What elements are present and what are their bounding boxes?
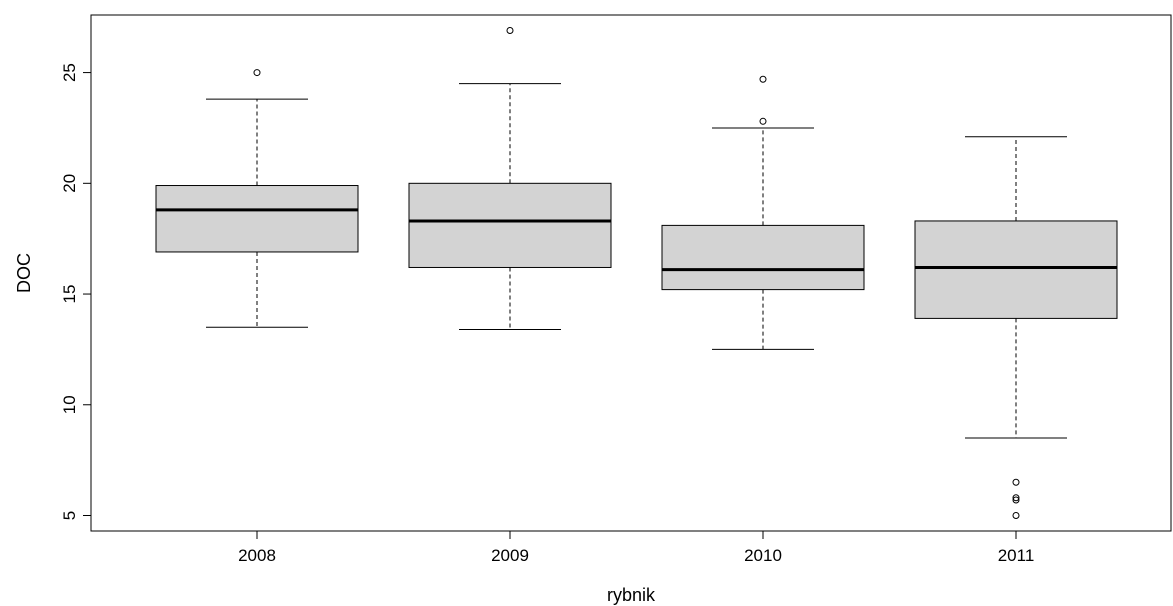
outlier-point [759,117,767,125]
box-2010 [661,75,865,350]
y-tick-label: 5 [60,511,79,520]
iqr-box [408,182,612,268]
outlier-point [1012,496,1020,504]
y-tick-label: 25 [60,63,79,82]
outlier-point [253,69,261,77]
outlier-point [506,27,514,35]
y-tick-label: 10 [60,395,79,414]
outlier-point [1012,494,1020,502]
iqr-box [661,224,865,291]
x-tick-label: 2009 [491,546,529,565]
x-tick-label: 2011 [998,546,1035,565]
y-tick-label: 20 [60,174,79,193]
iqr-box [914,220,1118,319]
outlier-point [759,75,767,83]
outlier-point [1012,478,1020,486]
x-axis: 2008 2009 2010 2011 [238,530,1035,565]
x-tick-label: 2008 [238,546,276,565]
x-tick-label: 2010 [744,546,782,565]
box-2011 [914,136,1118,519]
box-2009 [408,27,612,330]
iqr-box [155,185,359,253]
box-2008 [155,69,359,328]
boxes-layer [155,27,1118,519]
y-axis-label: DOC [14,253,34,293]
y-axis: 5 10 15 20 25 [60,63,92,520]
x-axis-label: rybnik [607,585,656,605]
outlier-point [1012,511,1020,519]
y-tick-label: 15 [60,285,79,304]
